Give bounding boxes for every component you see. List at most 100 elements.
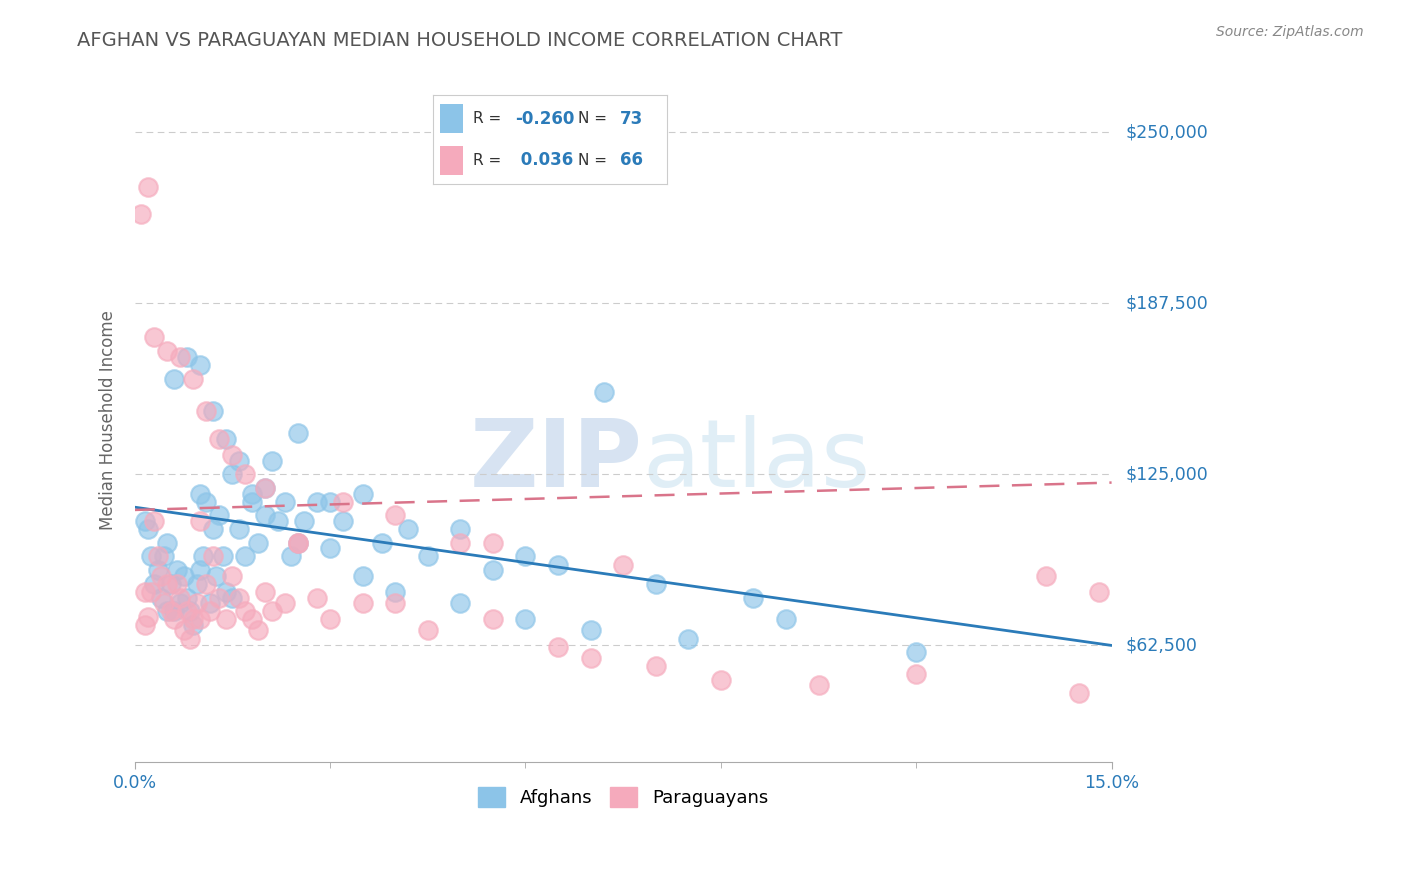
- Point: [247, 624, 270, 638]
- Text: $125,000: $125,000: [1125, 466, 1208, 483]
- Point: [188, 563, 211, 577]
- Point: [807, 678, 830, 692]
- Point: [134, 618, 156, 632]
- Point: [280, 549, 302, 564]
- Point: [195, 404, 218, 418]
- Text: $187,500: $187,500: [1125, 294, 1208, 312]
- Point: [228, 591, 250, 605]
- Point: [253, 481, 276, 495]
- Point: [240, 612, 263, 626]
- Point: [129, 207, 152, 221]
- Point: [188, 612, 211, 626]
- Point: [253, 481, 276, 495]
- Point: [183, 618, 205, 632]
- Point: [198, 596, 221, 610]
- Point: [396, 522, 419, 536]
- Point: [159, 604, 181, 618]
- Point: [482, 563, 505, 577]
- Point: [176, 350, 198, 364]
- Point: [644, 577, 666, 591]
- Point: [143, 577, 166, 591]
- Point: [163, 371, 186, 385]
- Point: [592, 385, 614, 400]
- Point: [134, 585, 156, 599]
- Point: [176, 591, 198, 605]
- Point: [183, 371, 205, 385]
- Point: [319, 612, 342, 626]
- Point: [221, 591, 243, 605]
- Point: [136, 522, 159, 536]
- Point: [188, 486, 211, 500]
- Point: [678, 632, 700, 646]
- Text: atlas: atlas: [643, 415, 870, 507]
- Point: [371, 536, 394, 550]
- Point: [416, 549, 439, 564]
- Point: [139, 549, 162, 564]
- Point: [515, 549, 537, 564]
- Point: [215, 585, 238, 599]
- Point: [176, 604, 198, 618]
- Point: [332, 494, 354, 508]
- Point: [198, 604, 221, 618]
- Point: [352, 596, 374, 610]
- Point: [287, 536, 309, 550]
- Point: [253, 508, 276, 523]
- Point: [449, 522, 471, 536]
- Text: $250,000: $250,000: [1125, 123, 1208, 141]
- Point: [215, 612, 238, 626]
- Point: [166, 577, 188, 591]
- Point: [146, 563, 169, 577]
- Point: [384, 585, 406, 599]
- Point: [149, 568, 172, 582]
- Point: [307, 494, 329, 508]
- Point: [208, 432, 231, 446]
- Point: [416, 624, 439, 638]
- Point: [149, 591, 172, 605]
- Point: [221, 568, 243, 582]
- Text: ZIP: ZIP: [470, 415, 643, 507]
- Point: [319, 541, 342, 556]
- Point: [179, 604, 201, 618]
- Y-axis label: Median Household Income: Median Household Income: [100, 310, 117, 530]
- Point: [273, 494, 295, 508]
- Point: [134, 514, 156, 528]
- Point: [143, 514, 166, 528]
- Point: [579, 624, 602, 638]
- Point: [352, 486, 374, 500]
- Point: [153, 596, 176, 610]
- Point: [173, 568, 195, 582]
- Point: [482, 536, 505, 550]
- Point: [186, 596, 208, 610]
- Point: [240, 494, 263, 508]
- Point: [742, 591, 765, 605]
- Point: [287, 536, 309, 550]
- Point: [287, 536, 309, 550]
- Point: [201, 549, 224, 564]
- Point: [273, 596, 295, 610]
- Text: Source: ZipAtlas.com: Source: ZipAtlas.com: [1216, 25, 1364, 39]
- Point: [136, 180, 159, 194]
- Point: [156, 604, 179, 618]
- Point: [1067, 686, 1090, 700]
- Point: [201, 404, 224, 418]
- Point: [579, 650, 602, 665]
- Point: [183, 612, 205, 626]
- Point: [267, 514, 290, 528]
- Legend: Afghans, Paraguayans: Afghans, Paraguayans: [471, 780, 775, 814]
- Point: [156, 536, 179, 550]
- Point: [260, 453, 283, 467]
- Point: [235, 467, 257, 482]
- Point: [644, 659, 666, 673]
- Point: [612, 558, 634, 572]
- Point: [287, 426, 309, 441]
- Point: [260, 604, 283, 618]
- Point: [1087, 585, 1109, 599]
- Point: [710, 673, 733, 687]
- Point: [905, 667, 928, 681]
- Text: $62,500: $62,500: [1125, 636, 1198, 655]
- Point: [143, 330, 166, 344]
- Point: [905, 645, 928, 659]
- Point: [211, 549, 233, 564]
- Point: [319, 494, 342, 508]
- Point: [156, 577, 179, 591]
